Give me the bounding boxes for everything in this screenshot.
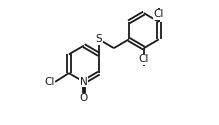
Text: Cl: Cl: [154, 9, 164, 19]
Text: N: N: [80, 77, 88, 87]
Text: S: S: [95, 34, 102, 44]
Text: Cl: Cl: [139, 54, 149, 64]
Text: Cl: Cl: [44, 77, 55, 87]
Text: O: O: [80, 93, 88, 103]
